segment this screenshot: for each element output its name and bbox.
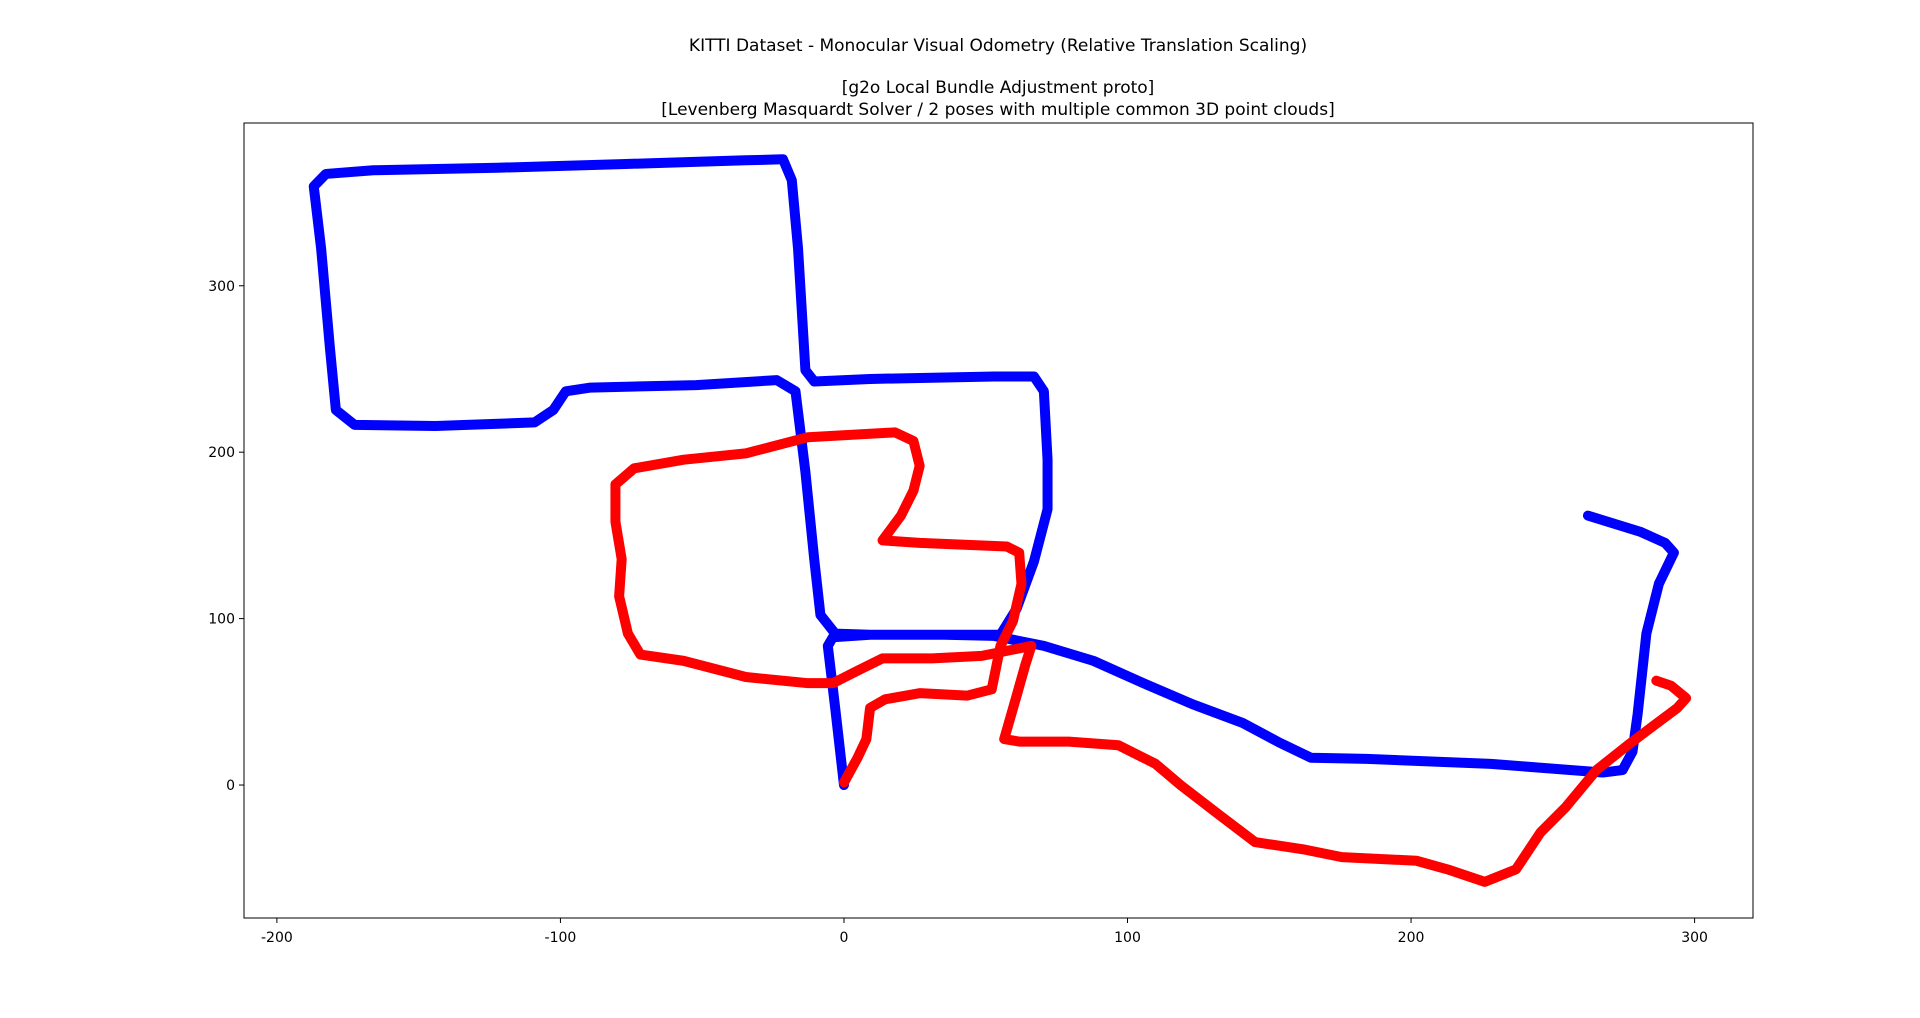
y-tick-label: 300	[208, 279, 235, 295]
trajectory-line	[610, 427, 1692, 887]
chart-subtitle: [Levenberg Masquardt Solver / 2 poses wi…	[661, 100, 1334, 120]
chart-subtitle: [g2o Local Bundle Adjustment proto]	[842, 78, 1155, 98]
plot-frame	[243, 122, 1754, 919]
trajectory-line	[308, 154, 1679, 791]
x-tick-label: 200	[1398, 930, 1425, 946]
x-tick-label: 300	[1681, 930, 1708, 946]
x-tick-label: 0	[840, 930, 849, 946]
x-tick-label: -100	[545, 930, 577, 946]
y-tick-label: 200	[208, 445, 235, 461]
x-tick-label: -200	[261, 930, 293, 946]
y-tick-label: 0	[226, 778, 235, 794]
y-tick-label: 100	[208, 612, 235, 628]
chart-title: KITTI Dataset - Monocular Visual Odometr…	[689, 36, 1307, 56]
x-tick-label: 100	[1114, 930, 1141, 946]
